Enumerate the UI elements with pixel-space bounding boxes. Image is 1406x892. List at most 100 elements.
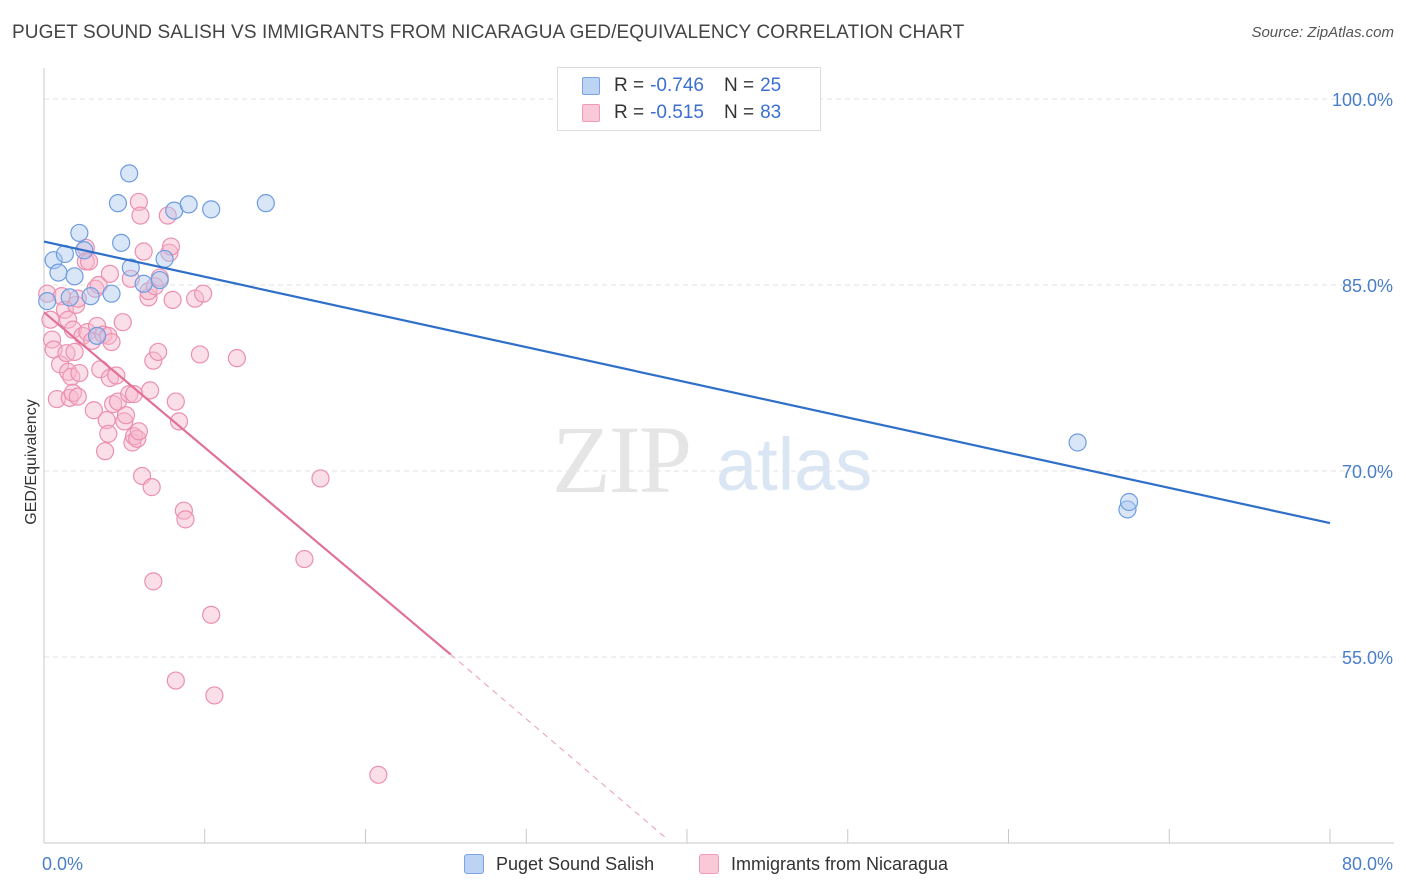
nicaragua-point (139, 288, 158, 307)
nicaragua-point (169, 412, 189, 431)
legend-r-value: -0.515 (650, 102, 704, 123)
y-tick-label: 55.0% (1342, 648, 1393, 668)
nicaragua-point (38, 284, 57, 303)
nicaragua-point (120, 385, 139, 404)
nicaragua-point (131, 206, 150, 225)
nicaragua-point (99, 424, 118, 443)
nicaragua-point (128, 429, 147, 448)
chart-title: PUGET SOUND SALISH VS IMMIGRANTS FROM NI… (12, 22, 965, 43)
nicaragua-point (176, 510, 195, 529)
watermark-atlas: atlas (716, 423, 872, 506)
nicaragua-point (115, 412, 134, 431)
salish-point (60, 288, 79, 307)
x-tick-label: 0.0% (42, 854, 83, 874)
legend-n-label: N = (723, 102, 755, 123)
nicaragua-point (134, 242, 153, 261)
nicaragua-point (140, 381, 160, 400)
legend-r-label: R = (614, 102, 645, 123)
correlation-legend: R = -0.746 N = 25 R = -0.515 N = 83 (557, 67, 821, 131)
nicaragua-point (95, 442, 115, 461)
bottom-legend-label-salish: Puget Sound Salish (496, 853, 655, 874)
salish-trend-line (43, 240, 1331, 525)
legend-n-label: N = (723, 75, 755, 96)
bottom-legend-salish: Puget Sound Salish (464, 852, 654, 876)
nicaragua-point (295, 549, 314, 569)
salish-point (112, 233, 131, 252)
y-tick-label: 70.0% (1342, 462, 1393, 482)
nicaragua-point (116, 406, 136, 425)
y-tick-label: 100.0% (1332, 90, 1393, 110)
legend-swatch-blue (582, 77, 600, 95)
salish-point (108, 194, 128, 213)
salish-point (70, 223, 89, 243)
nicaragua-point (227, 349, 246, 368)
nicaragua-point (113, 313, 132, 332)
nicaragua-point (163, 290, 182, 309)
nicaragua-point (129, 422, 148, 441)
salish-point (256, 194, 275, 213)
watermark-zip: ZIP (552, 406, 690, 513)
bottom-legend-nicaragua: Immigrants from Nicaragua (699, 852, 948, 876)
bottom-legend-label-nicaragua: Immigrants from Nicaragua (731, 853, 949, 874)
salish-point (120, 164, 139, 183)
nicaragua-trend-line (43, 311, 452, 656)
salish-point (155, 249, 174, 269)
salish-point (49, 263, 68, 282)
nicaragua-point (100, 264, 120, 283)
y-axis-label: GED/Equivalency (23, 399, 40, 524)
legend-n-value: 25 (760, 75, 782, 96)
nicaragua-point (47, 389, 66, 409)
salish-point (202, 200, 221, 219)
nicaragua-point (97, 411, 116, 430)
bottom-legend-swatch-blue (464, 854, 484, 874)
nicaragua-point (68, 387, 87, 406)
salish-point (102, 284, 121, 303)
salish-point (179, 195, 198, 214)
y-tick-label: 85.0% (1342, 276, 1393, 296)
bottom-legend-swatch-pink (699, 854, 719, 874)
salish-point (1068, 433, 1087, 452)
salish-point (1118, 500, 1137, 519)
nicaragua-point (311, 469, 330, 488)
legend-swatch-pink (582, 104, 600, 122)
nicaragua-point (145, 277, 165, 296)
nicaragua-point (202, 605, 221, 624)
nicaragua-point (194, 284, 213, 303)
salish-point (121, 258, 140, 277)
legend-row-nicaragua: R = -0.515 N = 83 (582, 101, 781, 125)
nicaragua-point (205, 686, 224, 705)
nicaragua-point (59, 310, 78, 329)
nicaragua-point (70, 363, 89, 383)
nicaragua-point (166, 671, 185, 690)
nicaragua-point (160, 243, 179, 262)
nicaragua-point (107, 366, 126, 385)
nicaragua-point (144, 572, 163, 591)
salish-point (1119, 492, 1139, 512)
nicaragua-point (129, 192, 148, 212)
nicaragua-point (124, 427, 144, 446)
salish-point (81, 287, 100, 306)
salish-point (38, 292, 57, 311)
nicaragua-point (190, 345, 210, 364)
nicaragua-point (65, 342, 84, 362)
nicaragua-point (142, 478, 161, 497)
legend-r-label: R = (614, 75, 645, 96)
legend-row-salish: R = -0.746 N = 25 (582, 74, 781, 98)
nicaragua-point (67, 295, 86, 314)
nicaragua-point (104, 394, 123, 414)
nicaragua-point (166, 392, 185, 411)
nicaragua-point (369, 765, 388, 784)
salish-point (65, 267, 84, 286)
nicaragua-point (84, 401, 103, 420)
salish-point (134, 274, 153, 293)
source-label: Source: ZipAtlas.com (1251, 24, 1394, 41)
x-tick-label: 80.0% (1342, 854, 1393, 874)
nicaragua-point (79, 252, 99, 271)
salish-point (150, 270, 169, 290)
nicaragua-point (144, 351, 163, 370)
legend-r-value: -0.746 (650, 75, 704, 96)
salish-point (87, 326, 107, 345)
legend-n-value: 83 (760, 102, 782, 123)
nicaragua-trend-extension (450, 654, 665, 838)
